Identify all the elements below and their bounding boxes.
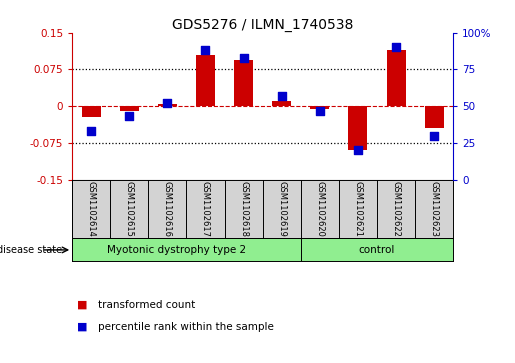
Bar bbox=[301, 238, 453, 261]
Point bbox=[278, 93, 286, 99]
Point bbox=[392, 45, 400, 50]
Text: GSM1102614: GSM1102614 bbox=[87, 182, 96, 237]
Bar bbox=[196, 55, 215, 106]
Bar bbox=[424, 106, 443, 128]
Text: ■: ■ bbox=[77, 300, 88, 310]
Text: disease state: disease state bbox=[0, 245, 62, 255]
Bar bbox=[72, 238, 301, 261]
Point bbox=[239, 55, 248, 61]
Text: GSM1102621: GSM1102621 bbox=[353, 182, 363, 237]
Text: ■: ■ bbox=[77, 322, 88, 332]
Point bbox=[316, 108, 324, 114]
Point bbox=[125, 114, 133, 119]
Point bbox=[163, 100, 171, 106]
Title: GDS5276 / ILMN_1740538: GDS5276 / ILMN_1740538 bbox=[172, 18, 353, 32]
Text: GSM1102616: GSM1102616 bbox=[163, 182, 172, 237]
Bar bbox=[348, 106, 368, 150]
Text: Myotonic dystrophy type 2: Myotonic dystrophy type 2 bbox=[107, 245, 247, 255]
Text: GSM1102623: GSM1102623 bbox=[430, 182, 439, 237]
Text: GSM1102620: GSM1102620 bbox=[315, 182, 324, 237]
Point bbox=[201, 48, 210, 53]
Text: GSM1102619: GSM1102619 bbox=[277, 182, 286, 237]
Text: GSM1102617: GSM1102617 bbox=[201, 182, 210, 237]
Text: GSM1102622: GSM1102622 bbox=[391, 182, 401, 237]
Text: GSM1102618: GSM1102618 bbox=[239, 182, 248, 237]
Bar bbox=[386, 50, 406, 106]
Point bbox=[430, 132, 438, 138]
Text: percentile rank within the sample: percentile rank within the sample bbox=[98, 322, 274, 332]
Point bbox=[354, 147, 362, 153]
Text: control: control bbox=[359, 245, 395, 255]
Bar bbox=[81, 106, 101, 117]
Text: transformed count: transformed count bbox=[98, 300, 195, 310]
Point bbox=[87, 128, 95, 134]
Bar bbox=[119, 106, 139, 111]
Bar bbox=[310, 106, 330, 109]
Bar bbox=[158, 104, 177, 106]
Bar bbox=[234, 60, 253, 106]
Bar bbox=[272, 101, 291, 106]
Text: GSM1102615: GSM1102615 bbox=[125, 182, 134, 237]
